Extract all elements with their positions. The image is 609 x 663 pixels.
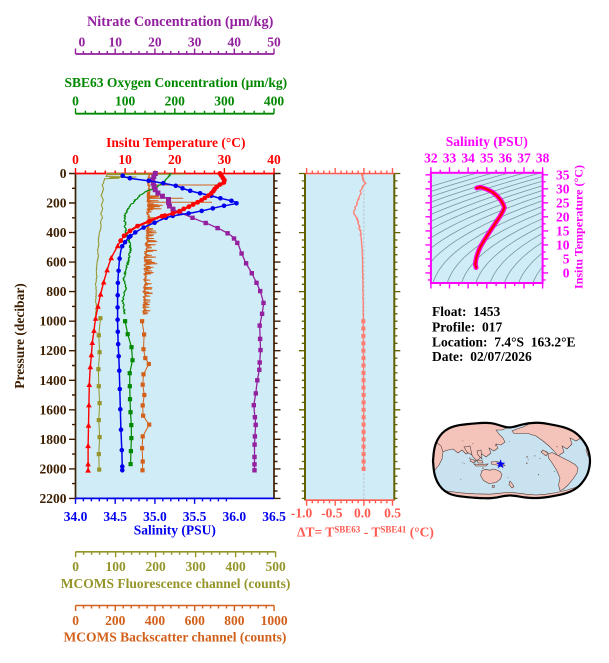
svg-text:36: 36	[499, 151, 513, 166]
svg-text:400: 400	[225, 559, 246, 574]
svg-text:2000: 2000	[40, 461, 67, 476]
svg-text:38: 38	[536, 151, 550, 166]
svg-text:100: 100	[115, 94, 136, 109]
svg-text:MCOMS Backscatter channel (cou: MCOMS Backscatter channel (counts)	[63, 630, 286, 645]
svg-text:SBE63 Oxygen Concentration (µm: SBE63 Oxygen Concentration (µm/kg)	[64, 75, 287, 90]
svg-text:33: 33	[443, 151, 457, 166]
svg-text:400: 400	[46, 225, 67, 240]
svg-text:20: 20	[148, 35, 162, 50]
svg-text:200: 200	[105, 613, 126, 628]
svg-text:35: 35	[556, 167, 570, 182]
svg-text:35: 35	[480, 151, 494, 166]
svg-text:Date: 02/07/2026: Date: 02/07/2026	[432, 349, 532, 364]
svg-text:0: 0	[563, 265, 570, 280]
svg-text:400: 400	[145, 613, 166, 628]
svg-text:Nitrate Concentration (µm/kg): Nitrate Concentration (µm/kg)	[87, 14, 274, 30]
svg-text:0: 0	[60, 166, 67, 181]
svg-text:35.5: 35.5	[183, 509, 207, 524]
svg-text:200: 200	[46, 196, 67, 211]
svg-text:30: 30	[556, 181, 570, 196]
svg-text:-0.5: -0.5	[321, 506, 343, 521]
svg-text:30: 30	[188, 35, 202, 50]
svg-text:Insitu Temperature (°C): Insitu Temperature (°C)	[106, 135, 245, 150]
svg-text:37: 37	[517, 151, 531, 166]
svg-text:15: 15	[556, 223, 570, 238]
svg-text:10: 10	[556, 237, 570, 252]
svg-text:-1.0: -1.0	[291, 506, 313, 521]
svg-text:50: 50	[267, 35, 281, 50]
svg-text:300: 300	[185, 559, 206, 574]
svg-text:35.0: 35.0	[143, 509, 167, 524]
svg-text:100: 100	[105, 559, 126, 574]
svg-text:Insitu Temperature (°C): Insitu Temperature (°C)	[572, 165, 586, 289]
svg-text:25: 25	[556, 195, 570, 210]
svg-text:0: 0	[72, 613, 79, 628]
svg-text:10: 10	[108, 35, 122, 50]
svg-text:400: 400	[264, 94, 285, 109]
svg-text:MCOMS Fluorescence channel (co: MCOMS Fluorescence channel (counts)	[61, 576, 291, 591]
svg-text:Float: 1453: Float: 1453	[432, 304, 500, 319]
svg-text:800: 800	[224, 613, 245, 628]
svg-text:0: 0	[72, 559, 79, 574]
svg-text:Profile: 017: Profile: 017	[432, 320, 502, 335]
svg-text:800: 800	[46, 284, 67, 299]
svg-text:20: 20	[168, 152, 182, 167]
svg-text:36.0: 36.0	[222, 509, 246, 524]
svg-text:0.5: 0.5	[384, 506, 401, 521]
svg-text:Salinity (PSU): Salinity (PSU)	[446, 134, 528, 149]
svg-text:1800: 1800	[40, 432, 67, 447]
svg-text:0: 0	[79, 35, 86, 50]
svg-text:Salinity (PSU): Salinity (PSU)	[134, 523, 216, 538]
svg-text:20: 20	[556, 209, 570, 224]
svg-text:36.5: 36.5	[262, 509, 286, 524]
svg-text:600: 600	[185, 613, 206, 628]
svg-text:1400: 1400	[40, 373, 67, 388]
svg-text:40: 40	[228, 35, 242, 50]
svg-text:300: 300	[214, 94, 235, 109]
svg-text:1200: 1200	[40, 343, 67, 358]
svg-text:32: 32	[424, 151, 438, 166]
svg-text:200: 200	[165, 94, 186, 109]
svg-text:Pressure (decibar): Pressure (decibar)	[12, 283, 27, 389]
svg-text:600: 600	[46, 255, 67, 270]
svg-text:1000: 1000	[261, 613, 288, 628]
svg-text:200: 200	[145, 559, 166, 574]
svg-text:10: 10	[118, 152, 132, 167]
svg-text:Location: 7.4°S 163.2°E: Location: 7.4°S 163.2°E	[432, 335, 576, 350]
svg-text:1600: 1600	[40, 402, 67, 417]
svg-text:34: 34	[461, 151, 475, 166]
svg-text:34.0: 34.0	[64, 509, 88, 524]
svg-text:34.5: 34.5	[103, 509, 127, 524]
svg-text:5: 5	[563, 251, 570, 266]
svg-text:0: 0	[72, 152, 79, 167]
svg-text:30: 30	[218, 152, 232, 167]
svg-text:500: 500	[265, 559, 286, 574]
svg-text:ΔT= TSBE63 - TSBE41 (°C): ΔT= TSBE63 - TSBE41 (°C)	[297, 525, 434, 540]
svg-text:0: 0	[72, 94, 79, 109]
svg-text:1000: 1000	[40, 314, 67, 329]
svg-text:0.0: 0.0	[354, 506, 371, 521]
svg-text:2200: 2200	[40, 491, 67, 506]
svg-text:40: 40	[267, 152, 281, 167]
